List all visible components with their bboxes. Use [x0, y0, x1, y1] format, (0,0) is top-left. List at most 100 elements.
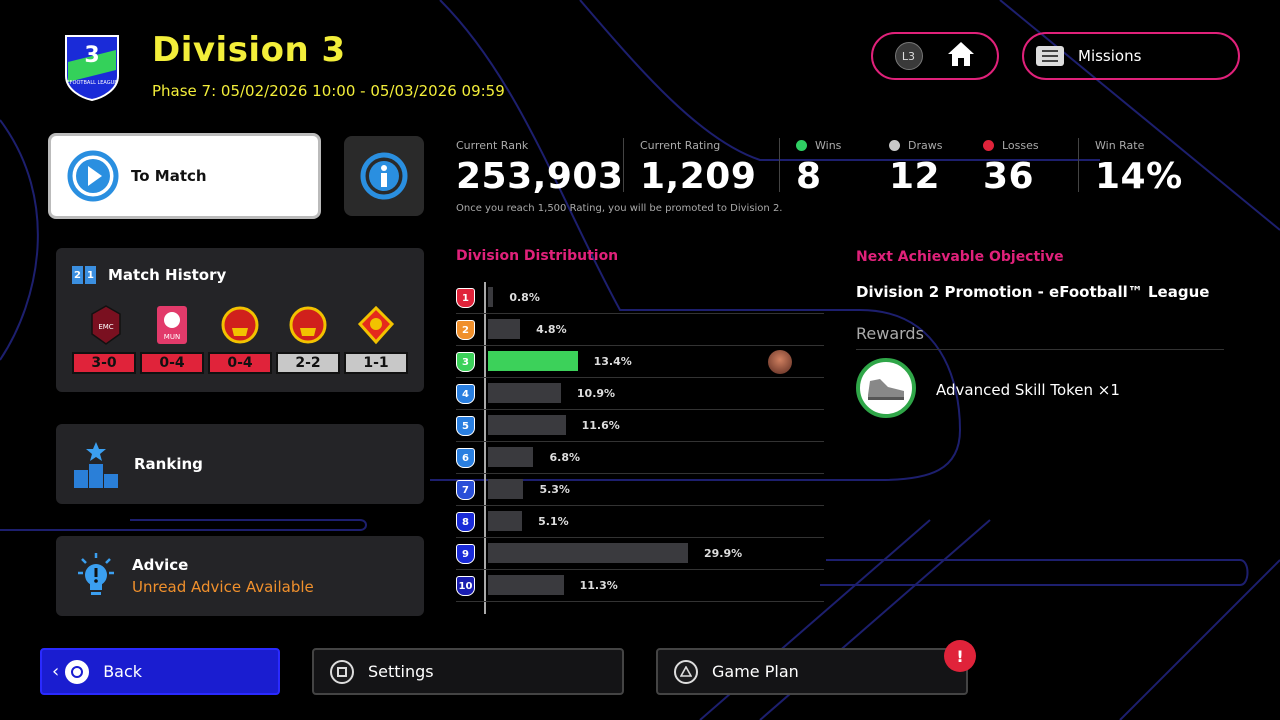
wins-dot-icon — [796, 139, 807, 151]
settings-button[interactable]: Settings — [312, 648, 624, 695]
info-icon — [360, 152, 408, 200]
current-rating-stat: Current Rating 1,209 — [640, 138, 757, 198]
win-rate-value: 14% — [1095, 156, 1183, 197]
match-history-title: Match History — [108, 266, 227, 284]
settings-label: Settings — [368, 662, 434, 681]
page-title: Division 3 — [152, 30, 346, 70]
bar-division-6 — [488, 447, 534, 467]
distribution-row-3: 3 13.4% — [456, 346, 824, 378]
game-plan-label: Game Plan — [712, 662, 799, 681]
crest-1-text: EMC — [98, 323, 113, 331]
to-match-label: To Match — [131, 167, 207, 185]
chart-axis — [484, 282, 486, 614]
stat-divider — [1078, 138, 1079, 192]
wins-value: 8 — [796, 156, 822, 197]
objective-name: Division 2 Promotion - eFootball™ League — [856, 283, 1210, 301]
missions-button[interactable]: Missions — [1022, 32, 1240, 80]
draws-dot-icon — [889, 139, 900, 151]
alert-badge: ! — [944, 640, 976, 672]
bar-label-5: 11.6% — [581, 419, 620, 432]
circle-button-icon — [65, 659, 90, 684]
division-distribution-chart: 1 0.8% 2 4.8% 3 13.4% 4 10.9% 5 11.6% 6 6.8% 7 5.3% 8 5… — [456, 282, 826, 614]
score-1: 3-0 — [72, 352, 136, 374]
player-avatar — [768, 350, 792, 374]
division-badge-1: 1 — [456, 288, 475, 308]
division-badge-8: 8 — [456, 512, 475, 532]
objective-title: Next Achievable Objective — [856, 249, 1064, 265]
distribution-title: Division Distribution — [456, 248, 619, 264]
distribution-row-9: 9 29.9% — [456, 538, 824, 570]
phase-dates: Phase 7: 05/02/2026 10:00 - 05/03/2026 0… — [152, 82, 505, 100]
ranking-panel[interactable]: Ranking — [56, 424, 424, 504]
draws-label: Draws — [908, 138, 943, 152]
advice-panel[interactable]: Advice Unread Advice Available — [56, 536, 424, 616]
bar-label-9: 29.9% — [704, 547, 743, 560]
distribution-row-7: 7 5.3% — [456, 474, 824, 506]
division-logo: 3 EFOOTBALL LEAGUE — [62, 32, 122, 102]
l3-button-icon: L3 — [894, 42, 923, 70]
reward-name: Advanced Skill Token ×1 — [936, 381, 1120, 399]
current-rating-value: 1,209 — [640, 156, 757, 197]
advice-subtitle: Unread Advice Available — [132, 578, 314, 596]
opponent-crest-2: MUN — [157, 306, 187, 344]
bar-division-8 — [488, 511, 523, 531]
game-plan-button[interactable]: Game Plan — [656, 648, 968, 695]
home-button[interactable]: L3 — [871, 32, 999, 80]
advice-title: Advice — [132, 556, 189, 574]
score-4: 2-2 — [276, 352, 340, 374]
missions-label: Missions — [1078, 47, 1142, 65]
distribution-row-5: 5 11.6% — [456, 410, 824, 442]
back-button[interactable]: ‹ Back — [40, 648, 280, 695]
distribution-row-1: 1 0.8% — [456, 282, 824, 314]
win-rate-stat: Win Rate 14% — [1095, 138, 1183, 198]
current-rank-stat: Current Rank 253,903 — [456, 138, 623, 198]
current-rank-label: Current Rank — [456, 138, 529, 152]
losses-label: Losses — [1002, 138, 1039, 152]
bar-division-3 — [488, 351, 578, 371]
losses-value: 36 — [983, 156, 1035, 197]
opponent-crest-1: EMC — [91, 305, 121, 345]
home-icon — [946, 40, 976, 72]
bar-division-9 — [488, 543, 688, 563]
bar-label-7: 5.3% — [539, 483, 570, 496]
skill-token-icon — [856, 358, 916, 418]
ranking-label: Ranking — [134, 455, 203, 473]
bar-label-8: 5.1% — [538, 515, 569, 528]
distribution-row-8: 8 5.1% — [456, 506, 824, 538]
bar-label-4: 10.9% — [576, 387, 616, 400]
missions-icon — [1036, 46, 1064, 66]
distribution-row-4: 4 10.9% — [456, 378, 824, 410]
score-2: 0-4 — [140, 352, 204, 374]
bar-label-1: 0.8% — [509, 291, 540, 304]
play-icon — [67, 150, 119, 202]
draws-value: 12 — [889, 156, 941, 197]
opponent-crest-5 — [357, 305, 395, 345]
opponent-crest-4 — [289, 306, 327, 344]
logo-text: EFOOTBALL LEAGUE — [67, 80, 118, 86]
losses-stat: Losses 36 — [983, 138, 1039, 197]
back-label: Back — [103, 662, 143, 681]
distribution-row-6: 6 6.8% — [456, 442, 824, 474]
win-rate-label: Win Rate — [1095, 138, 1145, 152]
bar-division-5 — [488, 415, 566, 435]
bar-division-1 — [488, 287, 494, 307]
bar-division-7 — [488, 479, 524, 499]
division-badge-9: 9 — [456, 544, 475, 564]
score-5: 1-1 — [344, 352, 408, 374]
bar-label-2: 4.8% — [536, 323, 567, 336]
score-3: 0-4 — [208, 352, 272, 374]
triangle-button-icon — [674, 659, 698, 684]
wins-stat: Wins 8 — [796, 138, 841, 197]
bar-division-4 — [488, 383, 561, 403]
division-badge-2: 2 — [456, 320, 475, 340]
division-badge-7: 7 — [456, 480, 475, 500]
rewards-divider — [856, 349, 1224, 350]
info-button[interactable] — [344, 136, 424, 216]
bar-label-10: 11.3% — [579, 579, 618, 592]
bar-label-3: 13.4% — [593, 355, 632, 368]
bar-label-6: 6.8% — [549, 451, 580, 464]
to-match-button[interactable]: To Match — [48, 133, 321, 219]
